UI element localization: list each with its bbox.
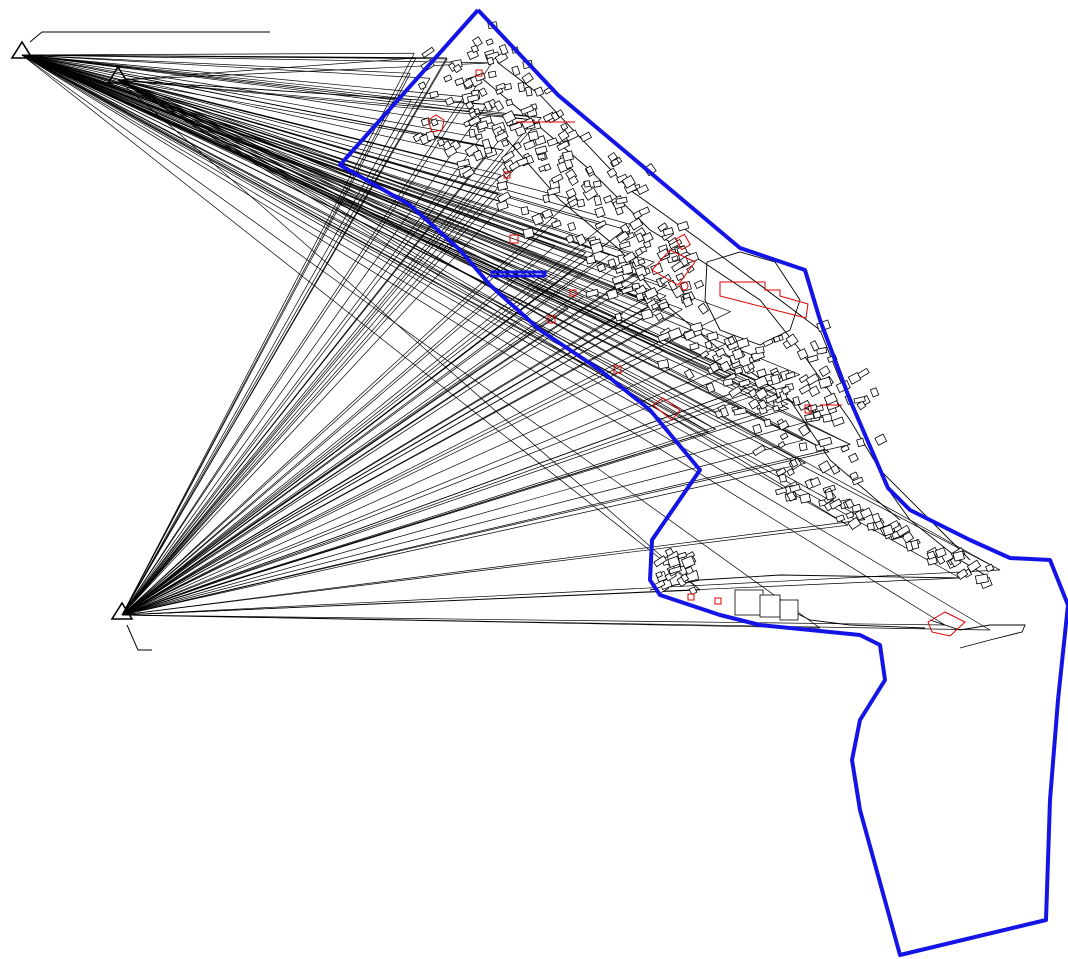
triangle-station-icon [10,31,270,59]
building-footprints [412,21,995,621]
triangle-station-icon [110,601,152,651]
highlighted-buildings [427,69,966,637]
site-boundary [338,8,1068,957]
survey-rays [21,52,1001,631]
inner-boundary-marker [490,270,547,278]
site-outline [477,61,1026,649]
station-markers [10,31,270,651]
triangle-station-icon [106,65,130,84]
